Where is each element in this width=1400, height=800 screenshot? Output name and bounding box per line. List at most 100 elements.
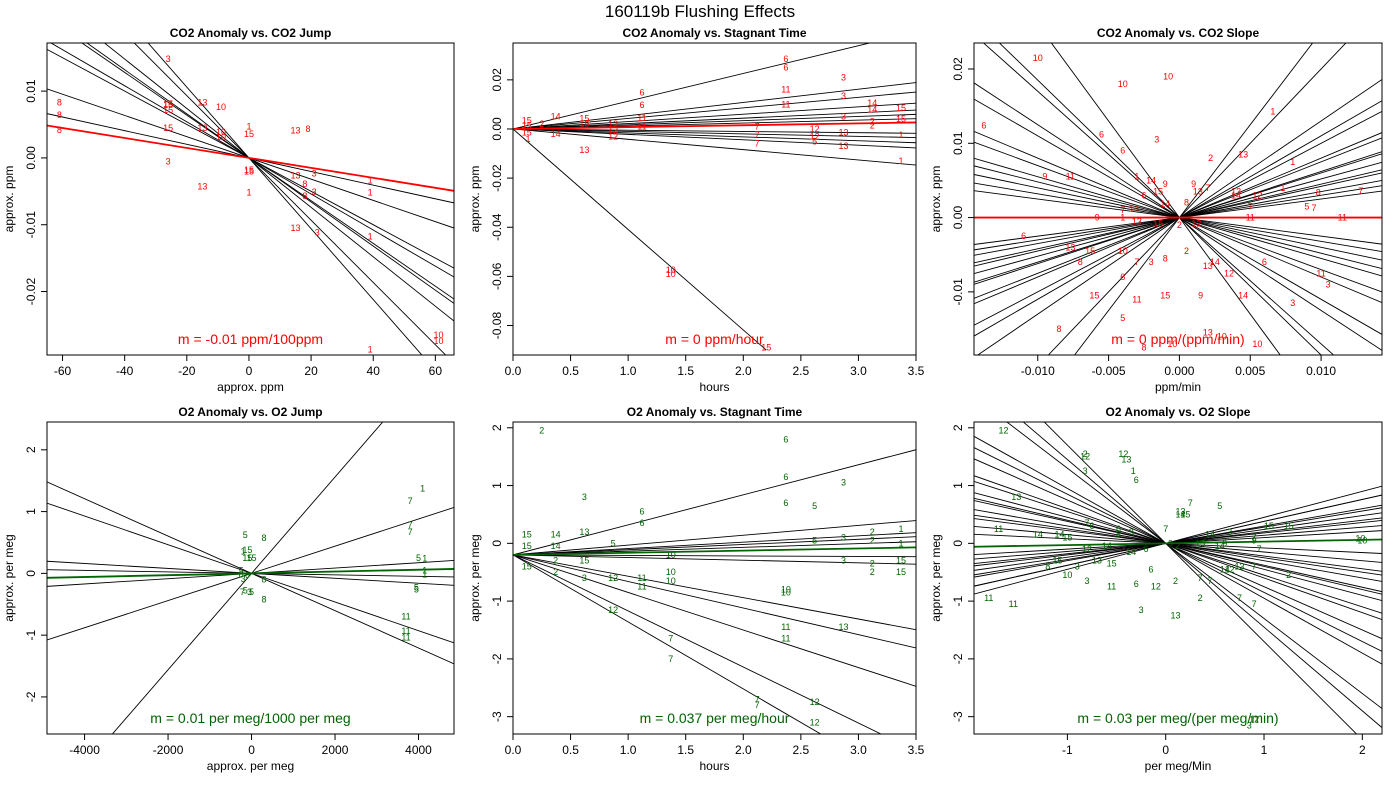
data-point-label: 6 [1148,564,1153,574]
data-point-label: 7 [755,694,760,704]
regression-line [974,514,1382,576]
data-point-label: 9 [1222,538,1227,548]
data-point-label: 14 [1129,204,1139,214]
data-point-label: 9 [1198,291,1203,301]
regression-line [974,517,1382,567]
x-tick-label: 1 [1261,743,1268,757]
data-point-label: 13 [1234,561,1244,571]
data-point-label: 11 [781,634,790,644]
data-point-label: 2 [1177,220,1182,230]
plot-frame [46,421,455,735]
y-tick-label: 0.00 [951,206,965,230]
data-point-label: 8 [262,533,267,543]
data-point-label: 6 [783,472,788,482]
slope-annotation: m = 0 ppm/hour [665,331,764,347]
regression-line [1006,422,1382,709]
data-point-label: 7 [408,520,413,530]
data-point-label: 7 [755,122,760,132]
data-point-label: 15 [1264,521,1274,531]
data-point-label: 5 [243,586,248,596]
data-point-label: 3 [1154,135,1159,145]
data-point-label: 12 [1191,219,1201,229]
regression-line [513,536,916,556]
data-point-label: 7 [1252,561,1257,571]
data-point-label: 5 [1304,201,1309,211]
data-point-label: 7 [668,654,673,664]
data-point-label: 10 [433,336,443,346]
data-point-label: 15 [522,530,532,540]
y-tick-label: 0.00 [490,117,504,141]
data-point-label: 1 [422,570,427,580]
x-tick-label: 60 [429,364,443,378]
chart-co2-stagnant-time: CO2 Anomaly vs. Stagnant Time hours approx… [468,26,925,394]
data-point-label: 3 [315,228,320,238]
y-tick-label: -0.01 [951,278,965,306]
data-point-label: 11 [1316,268,1325,278]
data-point-label: 7 [1358,186,1363,196]
regression-line [974,507,1382,576]
data-point-label: 7 [1252,599,1257,609]
slope-annotation: m = 0.03 per meg/(per meg/min) [1077,710,1278,726]
data-point-label: 2 [1208,153,1213,163]
y-tick-label: -1 [951,595,965,606]
x-tick-label: 3.0 [850,743,867,757]
plot-frame [46,42,455,356]
data-point-label: 12 [998,426,1008,436]
x-tick-label: 1.5 [677,364,694,378]
data-point-label: 10 [1252,339,1262,349]
data-point-label: 6 [1262,257,1267,267]
data-point-label: 11 [1132,294,1141,304]
y-tick-label: -2 [24,691,38,702]
x-tick-label: 0.010 [1306,364,1336,378]
data-point-label: 2 [870,535,875,545]
y-tick-label: 0.02 [951,57,965,81]
chart-o2-slope: O2 Anomaly vs. O2 Slope per meg/Min approx… [929,405,1383,773]
regression-line [147,43,423,355]
x-tick-label: 0.005 [1235,364,1265,378]
regression-line [513,554,916,565]
data-point-label: 10 [666,567,676,577]
data-point-label: 3 [582,492,587,502]
data-point-label: 2 [539,119,544,129]
data-point-label: 7 [1198,573,1203,583]
data-point-label: 1 [368,188,373,198]
data-point-label: 1 [368,232,373,242]
y-tick-label: 0.01 [24,79,38,103]
data-point-label: 15 [579,119,589,129]
data-point-label: 6 [783,54,788,64]
data-point-label: 11 [1246,213,1255,223]
chart-title: CO2 Anomaly vs. Stagnant Time [622,26,806,40]
data-point-label: 14 [1238,291,1248,301]
regression-line [103,43,454,322]
chart-o2-stagnant-time: O2 Anomaly vs. Stagnant Time hours approx.… [468,405,925,773]
x-tick-label: 4000 [405,743,432,757]
x-axis-label: approx. per meg [207,759,294,773]
regression-line [974,485,1382,595]
data-point-label: 7 [755,700,760,710]
data-point-label: 13 [291,223,301,233]
data-point-label: 7 [1248,201,1253,211]
data-point-label: 11 [781,99,790,109]
data-point-label: 1 [422,565,427,575]
data-point-label: 12 [608,605,618,615]
data-point-label: 9 [1095,213,1100,223]
data-point-label: 7 [755,139,760,149]
data-point-label: 15 [1284,521,1294,531]
data-point-label: 15 [242,545,252,555]
regression-line [513,128,767,351]
data-point-label: 11 [401,633,410,643]
data-point-label: 7 [1120,205,1125,215]
chart-title: O2 Anomaly vs. Stagnant Time [627,405,803,419]
x-tick-label: 2.0 [735,364,752,378]
data-point-label: 14 [1220,564,1230,574]
data-point-label: 12 [1225,564,1235,574]
data-point-label: 11 [1107,582,1116,592]
regression-line [1050,43,1281,355]
data-point-label: 2 [553,556,558,566]
regression-line [513,541,916,556]
regression-line [513,128,916,139]
data-point-label: 7 [408,496,413,506]
x-tick-label: 0 [1162,743,1169,757]
x-tick-label: -40 [116,364,134,378]
data-point-label: 7 [1188,498,1193,508]
